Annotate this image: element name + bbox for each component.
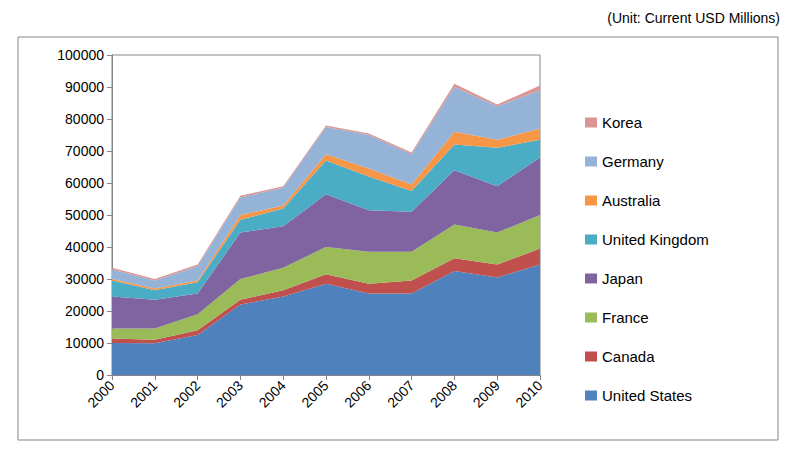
svg-text:France: France xyxy=(602,309,649,326)
svg-text:Australia: Australia xyxy=(602,192,661,209)
svg-text:30000: 30000 xyxy=(65,271,104,287)
svg-text:60000: 60000 xyxy=(65,175,104,191)
svg-text:United States: United States xyxy=(602,387,692,404)
svg-text:United Kingdom: United Kingdom xyxy=(602,231,709,248)
svg-text:10000: 10000 xyxy=(65,335,104,351)
svg-text:2007: 2007 xyxy=(384,377,417,410)
svg-text:100000: 100000 xyxy=(57,47,104,63)
svg-text:70000: 70000 xyxy=(65,143,104,159)
svg-text:0: 0 xyxy=(96,367,104,383)
svg-text:2003: 2003 xyxy=(213,377,246,410)
svg-text:40000: 40000 xyxy=(65,239,104,255)
svg-text:2005: 2005 xyxy=(298,377,331,410)
svg-text:2008: 2008 xyxy=(427,377,460,410)
svg-text:2001: 2001 xyxy=(127,377,160,410)
svg-text:2010: 2010 xyxy=(512,377,545,410)
svg-text:2004: 2004 xyxy=(256,377,289,410)
svg-text:20000: 20000 xyxy=(65,303,104,319)
svg-text:50000: 50000 xyxy=(65,207,104,223)
svg-text:80000: 80000 xyxy=(65,111,104,127)
svg-text:Germany: Germany xyxy=(602,153,664,170)
svg-text:2009: 2009 xyxy=(470,377,503,410)
svg-text:Korea: Korea xyxy=(602,114,643,131)
svg-text:2002: 2002 xyxy=(170,377,203,410)
svg-text:90000: 90000 xyxy=(65,79,104,95)
svg-text:Canada: Canada xyxy=(602,348,655,365)
svg-text:(Unit: Current USD Millions): (Unit: Current USD Millions) xyxy=(607,10,780,26)
svg-text:2000: 2000 xyxy=(84,377,117,410)
svg-text:Japan: Japan xyxy=(602,270,643,287)
svg-text:2006: 2006 xyxy=(341,377,374,410)
